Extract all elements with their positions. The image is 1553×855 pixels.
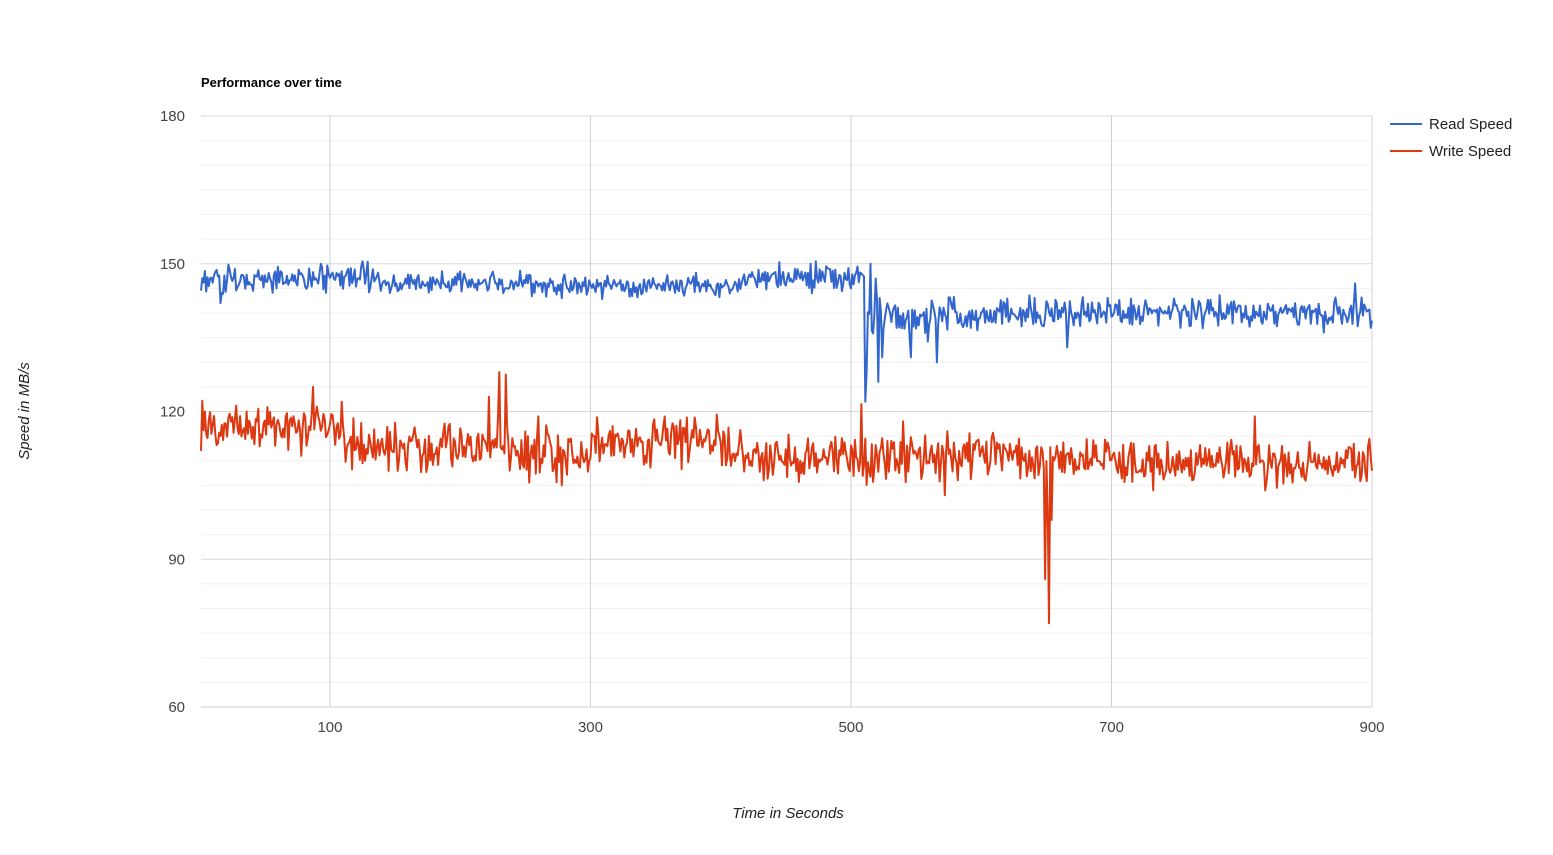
y-tick-label: 150 bbox=[160, 256, 185, 273]
legend-label: Write Speed bbox=[1429, 143, 1511, 160]
legend: Read Speed Write Speed bbox=[1390, 116, 1512, 160]
plot-area bbox=[200, 260, 1373, 625]
x-tick-label: 300 bbox=[578, 719, 603, 736]
y-axis-title: Speed in MB/s bbox=[16, 362, 33, 460]
series-line-write-speed bbox=[200, 371, 1373, 625]
x-axis-title: Time in Seconds bbox=[732, 805, 844, 822]
y-tick-label: 180 bbox=[160, 108, 185, 125]
x-tick-label: 500 bbox=[838, 719, 863, 736]
x-tick-label: 900 bbox=[1359, 719, 1384, 736]
x-tick-label: 100 bbox=[317, 719, 342, 736]
grid bbox=[201, 115, 1373, 708]
axis-ticks: 60 90 120 150 180 100 300 500 700 900 bbox=[160, 108, 1385, 736]
series-line-read-speed bbox=[200, 260, 1373, 403]
legend-label: Read Speed bbox=[1429, 116, 1512, 133]
y-tick-label: 90 bbox=[168, 551, 185, 568]
chart-title: Performance over time bbox=[201, 75, 342, 90]
x-tick-label: 700 bbox=[1099, 719, 1124, 736]
y-tick-label: 120 bbox=[160, 404, 185, 421]
y-tick-label: 60 bbox=[168, 699, 185, 716]
